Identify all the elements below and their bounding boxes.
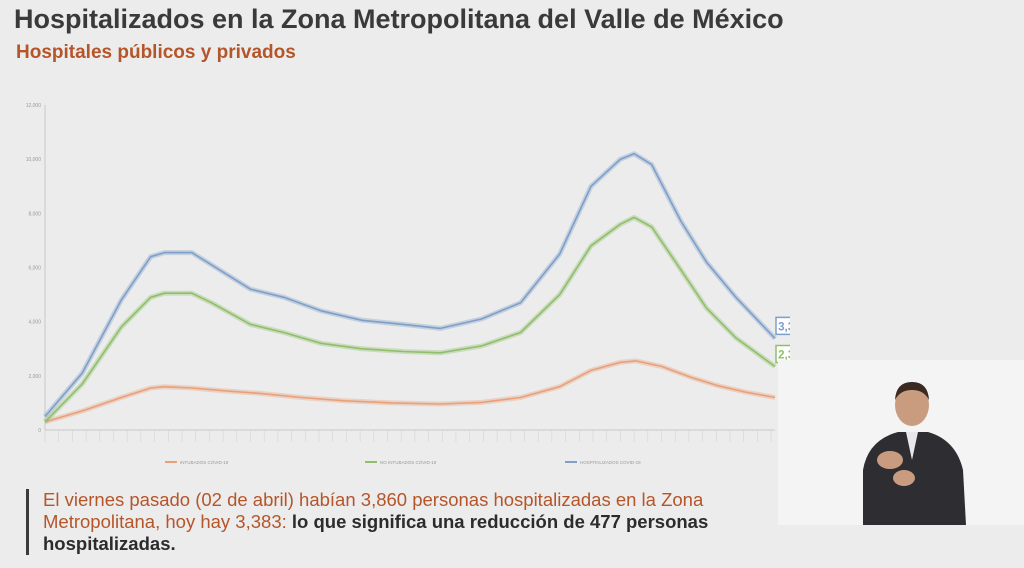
y-tick-label: 4,000: [28, 320, 41, 326]
y-tick-label: 10,000: [26, 157, 42, 163]
series-line-hospitalizados-covid-19: [44, 153, 776, 418]
y-tick-label: 8,000: [28, 211, 41, 217]
callout-text: El viernes pasado (02 de abril) habían 3…: [43, 489, 704, 532]
interpreter-figure-icon: [778, 360, 1024, 525]
end-value-box: [775, 344, 790, 364]
page-subtitle: Hospitales públicos y privados: [16, 42, 296, 63]
series-line-intubados-covid-19: [44, 360, 776, 423]
y-tick-label: 0: [38, 428, 41, 434]
series-line-no-intubados-covid-19: [44, 216, 776, 423]
callout-separator: :: [281, 511, 292, 532]
series-band-intubados-covid-19: [44, 358, 776, 425]
callout-highlight: lo que significa una reducción de 477 pe…: [43, 511, 709, 554]
end-value-label: 3,383: [778, 321, 790, 333]
y-tick-label: 12,000: [26, 103, 42, 109]
legend-label: INTUBADOS COVID-19: [180, 460, 229, 465]
sign-language-interpreter-panel: [778, 360, 1024, 525]
y-tick-label: 2,000: [28, 374, 41, 380]
legend-label: NO INTUBADOS COVID-19: [380, 460, 437, 465]
end-value-box: [775, 316, 790, 336]
hospitalization-line-chart: 0 2,000 4,000 6,000 8,000 10,000 12,000 INTUBAD…: [26, 103, 790, 465]
y-tick-label: 6,000: [28, 266, 41, 272]
page-title: Hospitalizados en la Zona Metropolitana …: [14, 4, 784, 34]
end-value-label: 2,344: [778, 350, 790, 362]
legend-label: HOSPITALIZADOS COVID-19: [580, 460, 641, 465]
series-band-hospitalizados-covid-19: [43, 151, 777, 419]
summary-callout: El viernes pasado (02 de abril) habían 3…: [26, 489, 773, 555]
